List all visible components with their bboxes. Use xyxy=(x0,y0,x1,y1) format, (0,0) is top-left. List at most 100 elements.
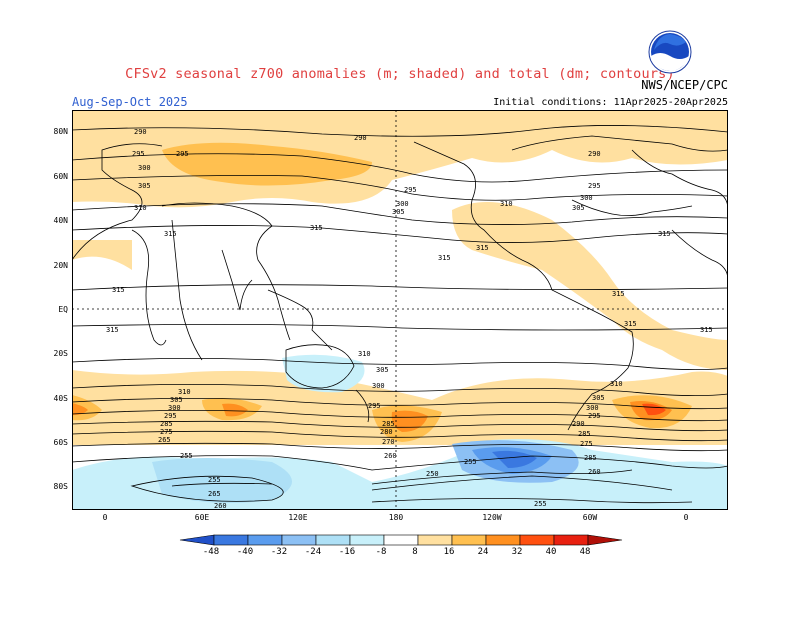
contour-label: 300 xyxy=(168,404,181,412)
contour-label: 275 xyxy=(160,428,173,436)
contour-label: 300 xyxy=(396,200,409,208)
contour-label: 315 xyxy=(624,320,637,328)
contour-label: 305 xyxy=(572,204,585,212)
contour-label: 255 xyxy=(208,476,221,484)
colorbar-label: 40 xyxy=(545,547,557,557)
contour-label: 300 xyxy=(372,382,385,390)
contour-label: 295 xyxy=(404,186,417,194)
colorbar-cell xyxy=(247,534,283,546)
contour-label: 315 xyxy=(476,244,489,252)
colorbar-label: -32 xyxy=(270,547,288,557)
lon-label: 0 xyxy=(683,513,689,522)
forecast-period: Aug-Sep-Oct 2025 xyxy=(72,95,188,109)
lat-label: 40S xyxy=(53,394,68,403)
contour-label: 310 xyxy=(610,380,623,388)
contour-label: 250 xyxy=(426,470,439,478)
contour-label: 295 xyxy=(132,150,145,158)
colorbar-cell xyxy=(587,534,623,546)
contour-label: 285 xyxy=(382,420,395,428)
colorbar-cell xyxy=(383,534,419,546)
contour-label: 315 xyxy=(106,326,119,334)
lat-label: 60S xyxy=(53,438,68,447)
contour-label: 315 xyxy=(112,286,125,294)
noaa-logo xyxy=(648,30,692,74)
contour-label: 315 xyxy=(164,230,177,238)
colorbar-cell xyxy=(417,534,453,546)
lat-label: 20N xyxy=(53,261,68,270)
lon-label: 180 xyxy=(388,513,404,522)
contour-label: 295 xyxy=(588,412,601,420)
lat-label: 80S xyxy=(53,482,68,491)
colorbar-cell xyxy=(451,534,487,546)
contour-label: 295 xyxy=(368,402,381,410)
agency-label: NWS/NCEP/CPC xyxy=(641,78,728,92)
contour-label: 275 xyxy=(580,440,593,448)
contour-label: 265 xyxy=(208,490,221,498)
lon-label: 120E xyxy=(288,513,308,522)
contour-label: 280 xyxy=(380,428,393,436)
contour-label: 300 xyxy=(138,164,151,172)
contour-label: 305 xyxy=(138,182,151,190)
lon-label: 0 xyxy=(102,513,108,522)
lat-label: 40N xyxy=(53,216,68,225)
colorbar-label: 32 xyxy=(511,547,523,557)
chart-title: CFSv2 seasonal z700 anomalies (m; shaded… xyxy=(125,66,675,82)
contour-label: 315 xyxy=(612,290,625,298)
colorbar-label: -40 xyxy=(236,547,254,557)
contour-label: 290 xyxy=(588,150,601,158)
colorbar-label: 16 xyxy=(443,547,455,557)
contour-label: 305 xyxy=(376,366,389,374)
contour-label: 285 xyxy=(584,454,597,462)
contour-label: 255 xyxy=(464,458,477,466)
colorbar-label: -16 xyxy=(338,547,356,557)
lon-label: 60W xyxy=(582,513,598,522)
colorbar-cell xyxy=(553,534,589,546)
contour-label: 295 xyxy=(588,182,601,190)
colorbar-cell xyxy=(485,534,521,546)
contour-label: 315 xyxy=(700,326,713,334)
contour-label: 310 xyxy=(134,204,147,212)
lon-label: 60E xyxy=(194,513,210,522)
colorbar-cell xyxy=(281,534,317,546)
contour-label: 295 xyxy=(164,412,177,420)
colorbar-label: -24 xyxy=(304,547,322,557)
contour-label: 290 xyxy=(134,128,147,136)
lat-label: 80N xyxy=(53,127,68,136)
colorbar-cell xyxy=(179,534,215,546)
colorbar-cell xyxy=(349,534,385,546)
contour-label: 305 xyxy=(392,208,405,216)
contour-label: 305 xyxy=(170,396,183,404)
lat-label: 60N xyxy=(53,172,68,181)
contour-label: 270 xyxy=(382,438,395,446)
colorbar-cell xyxy=(519,534,555,546)
initial-conditions: Initial conditions: 11Apr2025-20Apr2025 xyxy=(493,97,728,108)
colorbar xyxy=(179,534,623,546)
contour-label: 300 xyxy=(586,404,599,412)
lat-label: 20S xyxy=(53,349,68,358)
contour-label: 255 xyxy=(180,452,193,460)
contour-label: 285 xyxy=(578,430,591,438)
colorbar-label: 24 xyxy=(477,547,489,557)
contour-label: 260 xyxy=(588,468,601,476)
contour-label: 315 xyxy=(438,254,451,262)
contour-label: 260 xyxy=(214,502,227,510)
lon-label: 120W xyxy=(482,513,502,522)
contour-label: 290 xyxy=(572,420,585,428)
contour-label: 265 xyxy=(158,436,171,444)
contour-label: 315 xyxy=(310,224,323,232)
colorbar-cell xyxy=(213,534,249,546)
contour-label: 315 xyxy=(658,230,671,238)
colorbar-label: -48 xyxy=(202,547,220,557)
colorbar-cell xyxy=(315,534,351,546)
contour-label: 260 xyxy=(384,452,397,460)
lat-label: EQ xyxy=(58,305,68,314)
colorbar-label: -8 xyxy=(375,547,387,557)
colorbar-label: 48 xyxy=(579,547,591,557)
contour-label: 285 xyxy=(160,420,173,428)
contour-label: 310 xyxy=(358,350,371,358)
contour-label: 295 xyxy=(176,150,189,158)
contour-label: 290 xyxy=(354,134,367,142)
colorbar-label: 8 xyxy=(412,547,418,557)
contour-label: 300 xyxy=(580,194,593,202)
contour-label: 310 xyxy=(178,388,191,396)
